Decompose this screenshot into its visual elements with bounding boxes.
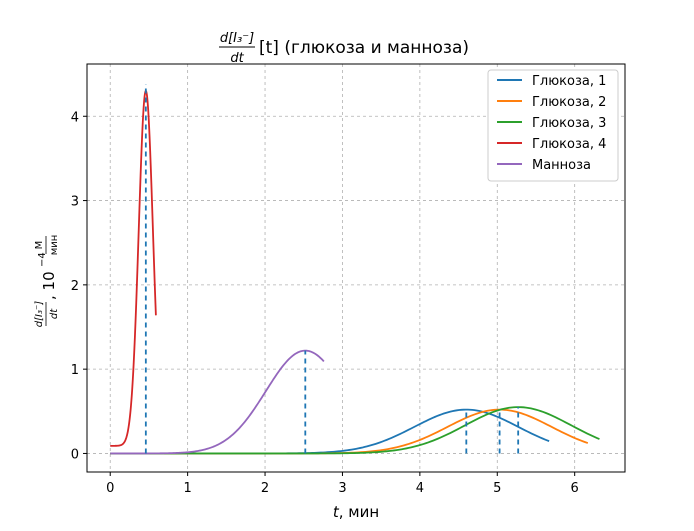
y-label-unit-numerator: М [34,241,45,250]
legend-entry: Глюкоза, 3 [532,116,606,131]
axis-ticks: 0 1 2 3 4 5 6 0 1 2 3 4 [71,110,579,496]
x-tick-label: 6 [571,481,579,496]
title-text: [t] (глюкоза и манноза) [259,38,469,58]
y-tick-label: 0 [71,447,79,462]
x-axis-label-variable: t [333,503,340,521]
legend-entry: Глюкоза, 1 [532,74,606,89]
legend: Глюкоза, 1 Глюкоза, 2 Глюкоза, 3 Глюкоза, 4… [487,69,619,182]
x-tick-label: 5 [493,481,501,496]
legend-entry: Манноза [532,158,591,173]
x-tick-label: 0 [106,481,114,496]
y-tick-label: 1 [71,363,79,378]
y-tick-label: 3 [71,195,79,210]
legend-entry: Глюкоза, 2 [532,95,606,110]
x-axis-label-unit: , мин [339,503,379,521]
plot-frame [86,63,626,473]
y-axis-label: d[I₃⁻] dt , 10 −4 М мин [34,235,60,327]
x-tick-label: 4 [416,481,424,496]
y-tick-label: 2 [71,279,79,294]
y-label-unit-denominator: мин [49,235,60,256]
peak-markers [144,84,520,454]
title-fraction-numerator: d[I₃⁻] [220,31,254,46]
series-line-5 [110,349,325,455]
x-tick-label: 2 [261,481,269,496]
title-fraction-denominator: dt [230,51,244,66]
legend-entry: Глюкоза, 4 [532,137,606,152]
x-tick-label: 3 [338,481,346,496]
series-line-2 [110,408,589,455]
legend-box [487,69,619,182]
x-axis-label: t, мин [333,503,379,521]
y-tick-label: 4 [71,110,79,125]
series-line-4 [110,89,157,447]
y-label-fraction-denominator: dt [49,308,60,319]
x-tick-label: 1 [183,481,191,496]
y-label-mid: , 10 [40,271,58,300]
y-label-fraction-numerator: d[I₃⁻] [34,301,45,327]
y-label-exponent: −4 [37,252,48,267]
chart-title: d[I₃⁻] dt [t] (глюкоза и манноза) [219,31,469,66]
